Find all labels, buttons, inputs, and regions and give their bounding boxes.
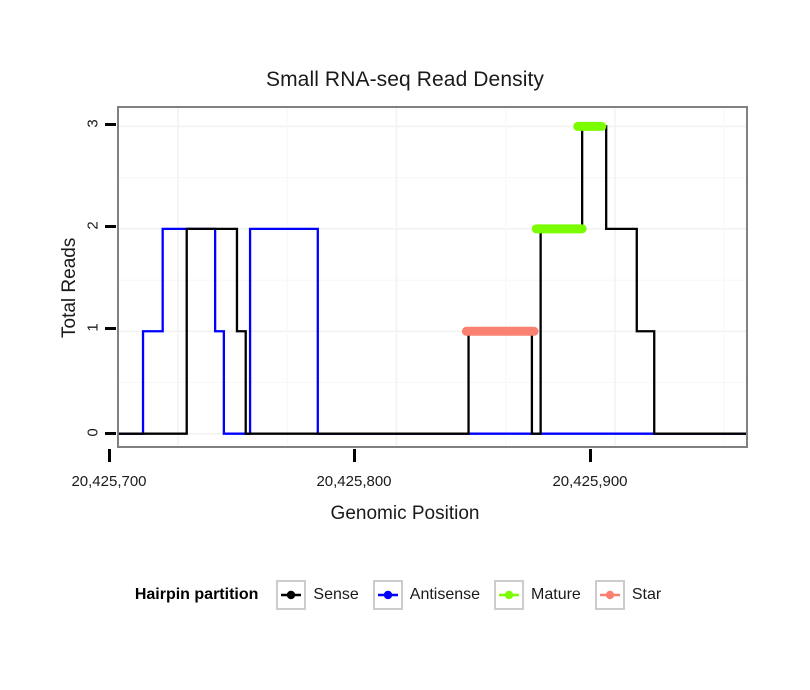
legend-key-star — [594, 580, 625, 610]
y-tick-label-2: 2 — [84, 221, 102, 230]
line-dot-icon — [499, 590, 520, 600]
y-axis-title: Total Reads — [59, 237, 80, 338]
x-axis-title: Genomic Position — [330, 503, 480, 524]
y-tick-mark-3 — [105, 123, 116, 126]
legend-label-star: Star — [631, 586, 662, 603]
legend-key-sense — [276, 580, 307, 610]
series-layer — [119, 125, 746, 435]
series-line-sense — [119, 125, 746, 435]
line-dot-icon — [281, 590, 302, 600]
chart-title: Small RNA-seq Read Density — [265, 68, 545, 91]
legend-label-antisense: Antisense — [409, 586, 481, 603]
plot-panel — [117, 106, 748, 448]
y-tick-mark-2 — [105, 225, 116, 228]
legend-title: Hairpin partition — [134, 586, 259, 603]
legend-label-mature: Mature — [531, 586, 581, 603]
legend-key-antisense — [372, 580, 403, 610]
y-tick-label-3: 3 — [84, 119, 102, 128]
y-tick-label-1: 1 — [84, 323, 102, 332]
x-tick-mark-1 — [353, 449, 356, 462]
series-line-antisense — [119, 227, 746, 435]
legend-entry-sense[interactable]: Sense — [276, 580, 359, 610]
legend-entry-mature[interactable]: Mature — [494, 580, 581, 610]
legend-entry-antisense[interactable]: Antisense — [372, 580, 481, 610]
x-tick-label-1: 20,425,800 — [316, 473, 392, 490]
legend-entry-star[interactable]: Star — [594, 580, 662, 610]
legend-key-mature — [494, 580, 525, 610]
chart-legend: Hairpin partition Sense Antisense — [0, 580, 810, 610]
line-dot-icon — [377, 590, 398, 600]
x-tick-label-2: 20,425,900 — [552, 473, 628, 490]
x-tick-label-0: 20,425,700 — [71, 473, 147, 490]
y-tick-mark-1 — [105, 327, 116, 330]
x-tick-mark-0 — [108, 449, 111, 462]
y-tick-label-0: 0 — [84, 428, 102, 437]
annotation-layer — [461, 121, 607, 336]
legend-label-sense: Sense — [313, 586, 359, 603]
gridlines — [119, 108, 746, 446]
x-tick-mark-2 — [589, 449, 592, 462]
line-dot-icon — [599, 590, 620, 600]
y-tick-mark-0 — [105, 432, 116, 435]
plot-area — [119, 108, 746, 446]
